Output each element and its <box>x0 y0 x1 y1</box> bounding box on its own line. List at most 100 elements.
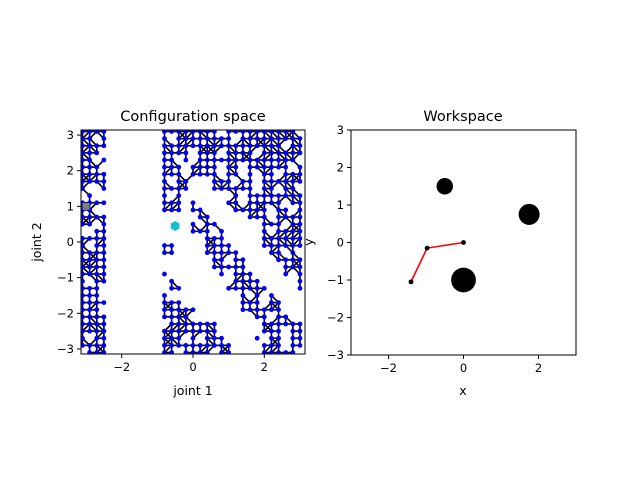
roadmap-node <box>81 136 85 142</box>
roadmap-node <box>261 221 267 227</box>
roadmap-node <box>261 328 267 334</box>
workspace-x-ticks: −2 0 2 <box>380 355 542 375</box>
roadmap-node <box>297 214 303 220</box>
roadmap-node <box>219 335 224 341</box>
roadmap-node <box>276 136 281 142</box>
roadmap-node <box>254 335 260 341</box>
cspace-xtick-label: 0 <box>189 360 196 374</box>
roadmap-node <box>162 207 167 213</box>
roadmap-node <box>183 143 189 149</box>
roadmap-node <box>162 350 167 354</box>
roadmap-node <box>94 350 100 354</box>
obstacle-circle <box>451 267 476 293</box>
roadmap-node <box>276 243 281 248</box>
roadmap-node <box>183 321 189 327</box>
roadmap-node <box>183 186 189 191</box>
cspace-x-ticks: −2 0 2 <box>113 354 268 374</box>
roadmap-node <box>211 321 217 327</box>
roadmap-node <box>297 278 303 284</box>
roadmap-node <box>197 342 203 348</box>
roadmap-node <box>81 130 85 134</box>
roadmap-node <box>247 130 253 134</box>
roadmap-node <box>261 350 267 354</box>
roadmap-node <box>81 314 85 320</box>
roadmap-node <box>261 228 267 234</box>
roadmap-node <box>283 136 289 142</box>
cspace-y-ticks: −3 −2 −1 0 1 2 3 <box>57 128 81 356</box>
roadmap-node <box>276 250 281 256</box>
cspace-ytick-label: 2 <box>67 164 74 178</box>
roadmap-node <box>87 307 93 313</box>
roadmap-node <box>219 257 224 263</box>
roadmap-node <box>162 136 167 142</box>
roadmap-node <box>283 186 289 191</box>
roadmap-node <box>297 136 303 142</box>
roadmap-node <box>233 207 239 213</box>
roadmap-node <box>290 350 296 354</box>
workspace-xtick-label: 0 <box>460 361 467 375</box>
roadmap-node <box>276 193 281 199</box>
roadmap-node <box>190 328 196 334</box>
roadmap-node <box>276 307 281 313</box>
workspace-title: Workspace <box>423 109 502 125</box>
roadmap-node <box>87 178 93 184</box>
roadmap-node <box>276 236 281 241</box>
roadmap-node <box>283 257 289 263</box>
cspace-ytick-label: −2 <box>57 306 74 320</box>
roadmap-node <box>169 314 175 320</box>
roadmap-node <box>169 278 175 284</box>
roadmap-node <box>87 328 93 334</box>
roadmap-node <box>276 321 281 327</box>
roadmap-node <box>261 207 267 213</box>
roadmap-node <box>283 150 289 156</box>
roadmap-node <box>204 157 210 163</box>
roadmap-node <box>261 143 267 149</box>
roadmap-node <box>204 130 210 134</box>
roadmap-node <box>81 164 85 170</box>
roadmap-node <box>240 307 246 313</box>
roadmap-node <box>211 150 217 156</box>
roadmap-node <box>297 285 303 291</box>
roadmap-node <box>290 328 296 334</box>
roadmap-node <box>226 264 232 270</box>
roadmap-node <box>176 136 182 142</box>
roadmap-node <box>219 186 224 191</box>
roadmap-node <box>261 321 267 327</box>
roadmap-node <box>283 350 289 354</box>
workspace-frame <box>350 129 577 356</box>
roadmap-node <box>94 271 100 277</box>
roadmap-node <box>94 342 100 348</box>
roadmap-node <box>101 350 107 354</box>
arm-joint <box>424 245 430 251</box>
roadmap-node <box>87 214 93 220</box>
roadmap-node <box>162 150 167 156</box>
roadmap-node <box>297 200 303 206</box>
roadmap-node <box>162 178 167 184</box>
roadmap-node <box>176 130 182 134</box>
roadmap-node <box>101 136 107 142</box>
goal-marker <box>170 220 180 231</box>
roadmap-node <box>254 136 260 142</box>
roadmap-node <box>87 157 93 163</box>
roadmap-node <box>101 300 107 306</box>
roadmap-node <box>81 214 85 220</box>
roadmap-node <box>169 243 175 248</box>
roadmap-node <box>283 264 289 270</box>
roadmap-node <box>162 157 167 163</box>
roadmap-node <box>204 328 210 334</box>
roadmap-node <box>269 328 274 334</box>
workspace-ytick-label: 3 <box>337 123 344 137</box>
roadmap-node <box>190 164 196 170</box>
roadmap-node <box>240 136 246 142</box>
roadmap-node <box>162 250 167 256</box>
roadmap-node <box>283 271 289 277</box>
roadmap-node <box>94 164 100 170</box>
roadmap-node <box>183 314 189 320</box>
roadmap-node <box>176 143 182 149</box>
roadmap-node <box>169 186 175 191</box>
roadmap-node <box>247 157 253 163</box>
roadmap-node <box>183 342 189 348</box>
roadmap-node <box>290 186 296 191</box>
roadmap-node <box>276 300 281 306</box>
roadmap-node <box>204 164 210 170</box>
